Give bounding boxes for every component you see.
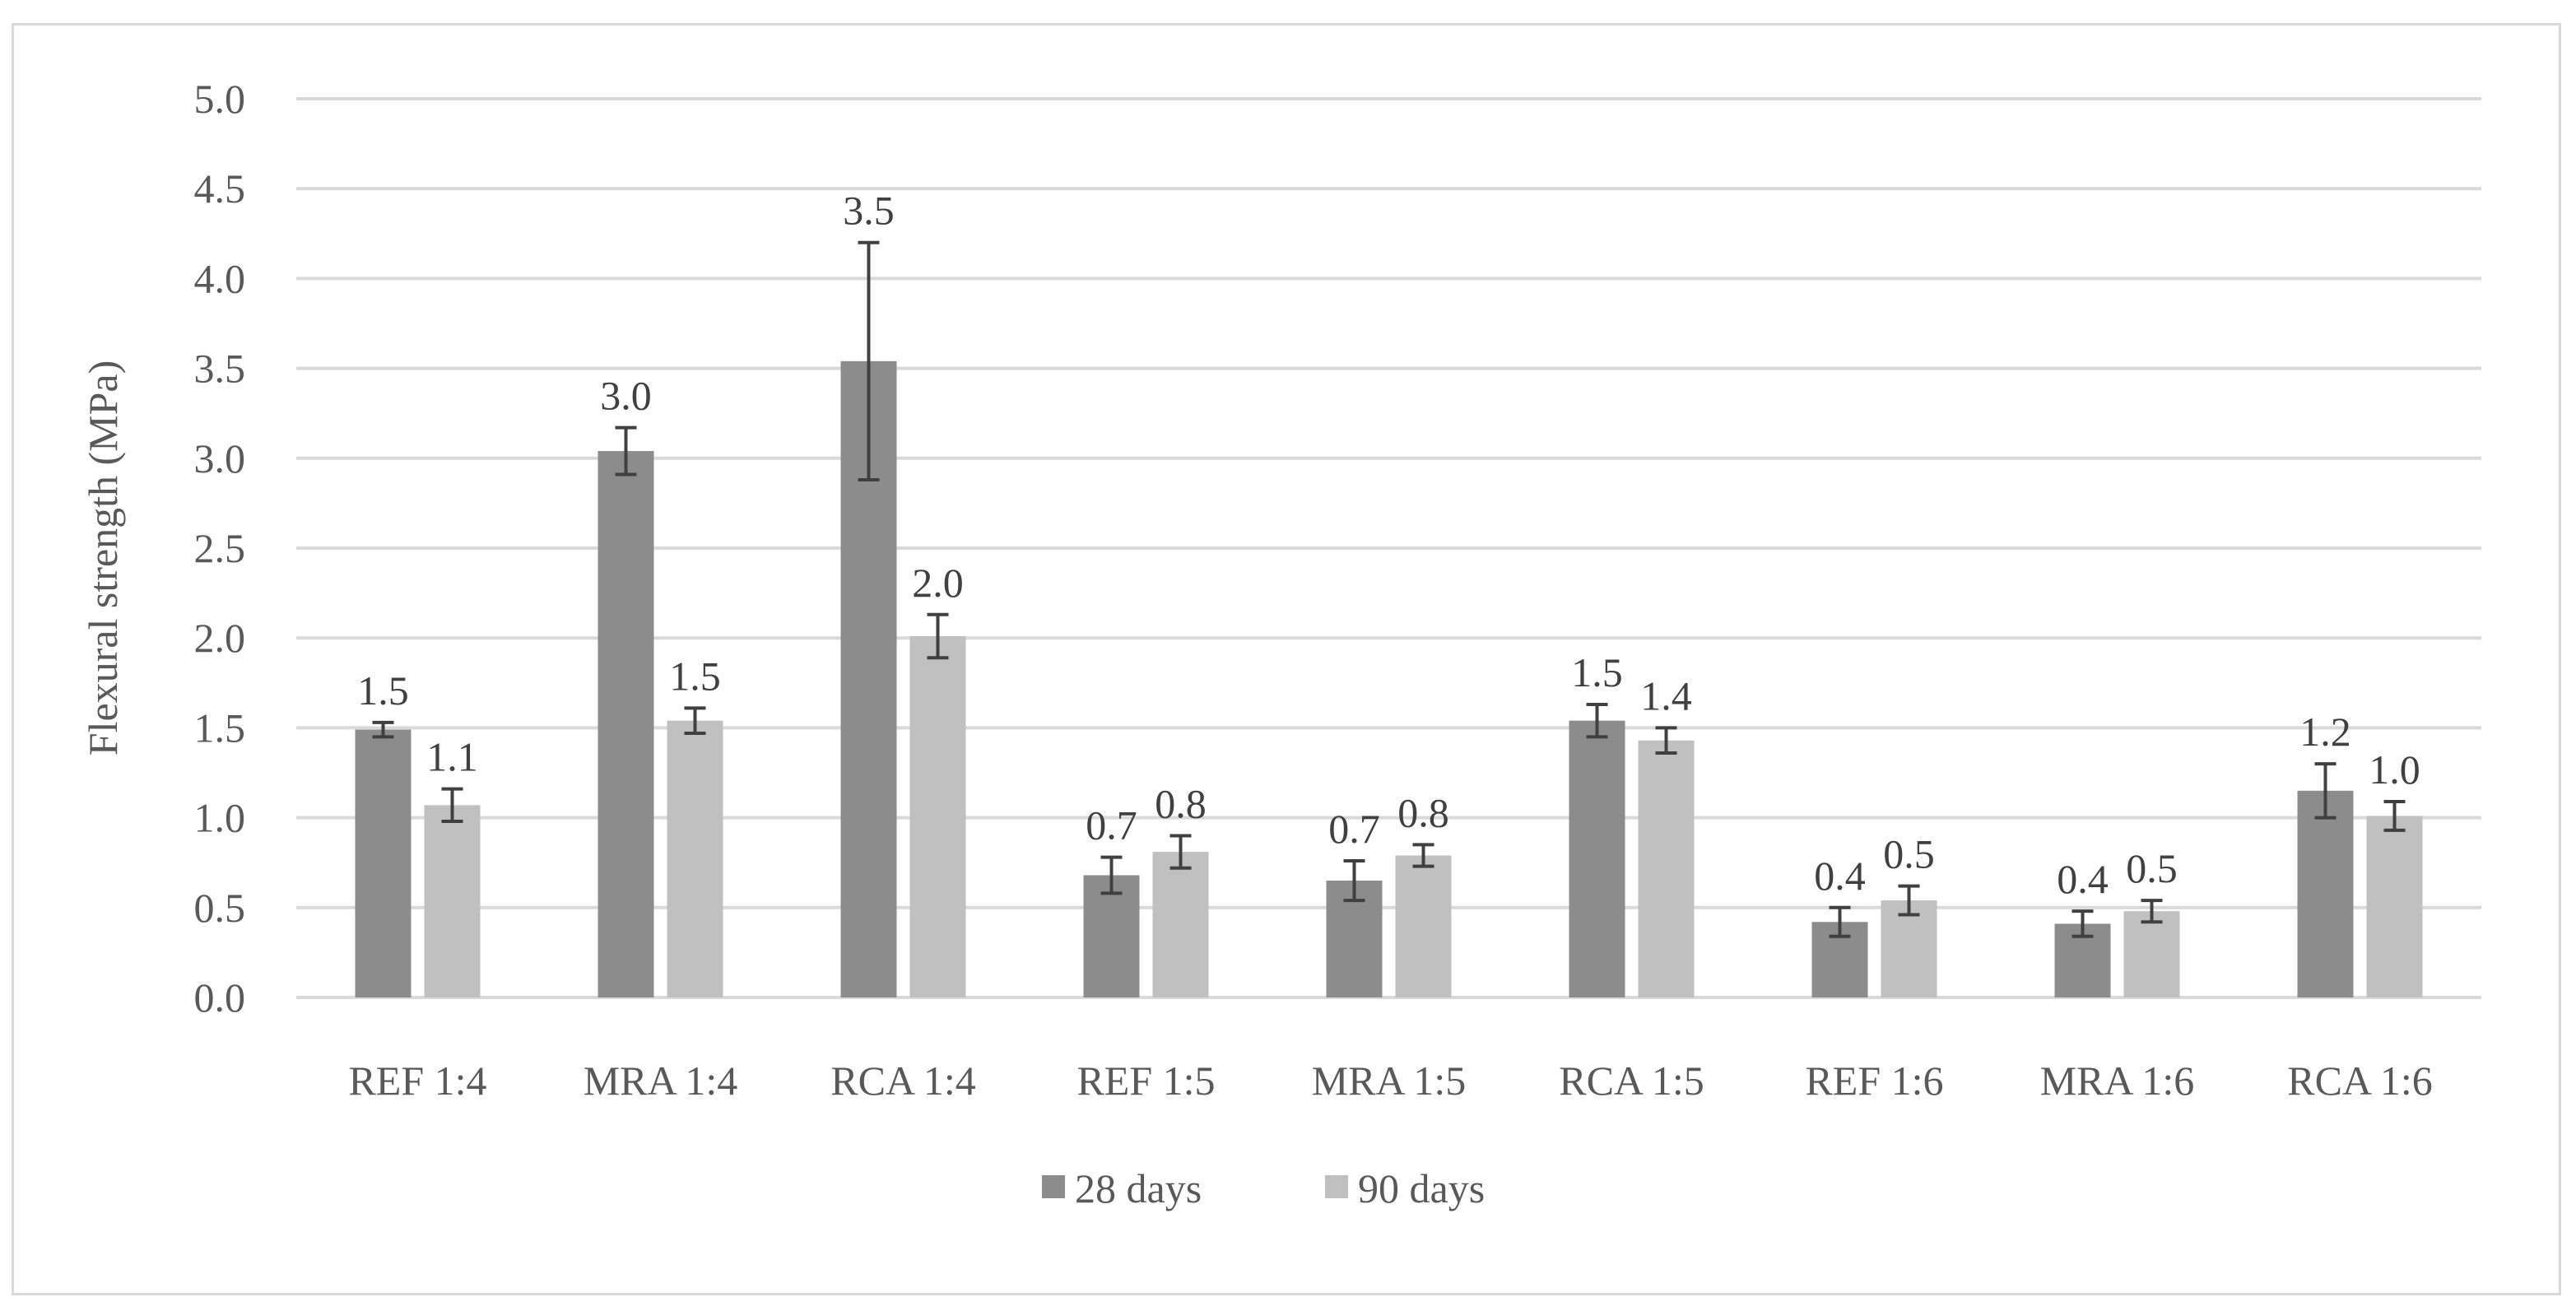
data-label: 1.5 [669,653,721,699]
error-bar [858,240,880,482]
bar-90-days-ref-1-6 [1881,900,1937,997]
error-bar [2071,909,2094,938]
x-tick-label: REF 1:6 [1805,1058,1943,1104]
x-tick-label: REF 1:4 [348,1058,486,1104]
legend-swatch-28-days [1042,1175,1065,1198]
y-tick-label: 0.0 [194,974,246,1020]
y-tick-label: 1.5 [194,704,246,751]
data-label: 0.4 [1814,853,1866,899]
data-label: 1.1 [426,734,478,780]
error-bar [1586,703,1608,739]
bar-28-days-mra-1-4 [598,451,654,997]
y-tick-label: 2.5 [194,525,246,571]
data-label: 3.0 [600,373,652,419]
y-tick-label: 3.0 [194,435,246,481]
legend: 28 days 90 days [1042,1165,1485,1211]
gridlines [296,97,2481,999]
error-bar [2314,762,2337,820]
data-label: 0.7 [1328,806,1380,852]
data-label: 1.2 [2299,709,2351,755]
error-bar [1829,905,1851,938]
bar-28-days-rca-1-6 [2297,790,2354,997]
error-bar [684,706,706,735]
x-tick-label: MRA 1:6 [2040,1058,2195,1104]
data-label: 1.5 [357,667,409,714]
error-bar [927,612,949,660]
chart-frame [12,23,2561,1295]
error-bar [1898,884,1920,917]
y-tick-label: 4.5 [194,165,246,212]
bar-28-days-rca-1-5 [1569,720,1625,997]
legend-swatch-90-days [1325,1175,1348,1198]
data-labels: 1.5 1.1 3.0 1.5 3.5 2.0 0.7 0.8 0.7 0.8 1.5 1.4 0.4 0… [357,188,2420,902]
data-label: 3.5 [843,188,895,234]
error-bar [372,720,394,739]
bar-90-days-rca-1-4 [909,636,966,997]
error-bar [1169,834,1192,870]
bars [355,360,2423,997]
x-tick-label: RCA 1:5 [1559,1058,1704,1104]
legend-label-90-days: 90 days [1358,1165,1485,1211]
bar-28-days-ref-1-5 [1083,875,1140,997]
bar-90-days-mra-1-4 [667,720,723,997]
error-bar [2141,899,2163,924]
x-tick-label: RCA 1:4 [830,1058,975,1104]
data-label: 1.0 [2369,746,2420,793]
bar-90-days-mra-1-6 [2123,911,2180,997]
data-label: 0.8 [1397,789,1449,835]
y-tick-label: 4.0 [194,255,246,301]
y-tick-label: 3.5 [194,346,246,392]
legend-label-28-days: 28 days [1075,1165,1202,1211]
error-bars [372,240,2406,938]
x-tick-label: MRA 1:5 [1312,1058,1467,1104]
bar-90-days-mra-1-5 [1395,855,1452,997]
data-label: 2.0 [912,560,964,606]
error-bar [615,425,637,477]
data-label: 1.5 [1571,649,1623,695]
data-label: 0.7 [1086,802,1137,848]
bar-90-days-ref-1-4 [424,805,481,997]
y-tick-label: 1.0 [194,795,246,841]
data-label: 0.4 [2057,856,2109,902]
error-bar [1655,726,1677,755]
error-bar [441,787,463,823]
y-tick-label: 0.5 [194,885,246,931]
y-axis-title: Flexural strength (MPa) [80,360,126,755]
y-axis-ticks: 0.0 0.5 1.0 1.5 2.0 2.5 3.0 3.5 4.0 4.5 5.0 [194,76,246,1020]
bar-28-days-ref-1-4 [355,729,412,997]
data-label: 0.8 [1155,780,1207,826]
bar-90-days-rca-1-5 [1638,740,1695,997]
y-tick-label: 5.0 [194,76,246,122]
x-tick-label: RCA 1:6 [2287,1058,2432,1104]
data-label: 0.5 [2126,845,2178,891]
x-tick-label: REF 1:5 [1076,1058,1215,1104]
y-tick-label: 2.0 [194,615,246,661]
error-bar [1412,843,1434,868]
x-axis-ticks: REF 1:4 MRA 1:4 RCA 1:4 REF 1:5 MRA 1:5 RCA 1… [348,1058,2432,1104]
bar-90-days-rca-1-6 [2366,816,2423,997]
data-label: 0.5 [1883,831,1935,877]
error-bar [1100,855,1123,895]
data-label: 1.4 [1640,672,1692,718]
x-tick-label: MRA 1:4 [584,1058,738,1104]
bar-90-days-ref-1-5 [1152,852,1209,997]
error-bar [2383,799,2406,832]
error-bar [1343,859,1365,903]
